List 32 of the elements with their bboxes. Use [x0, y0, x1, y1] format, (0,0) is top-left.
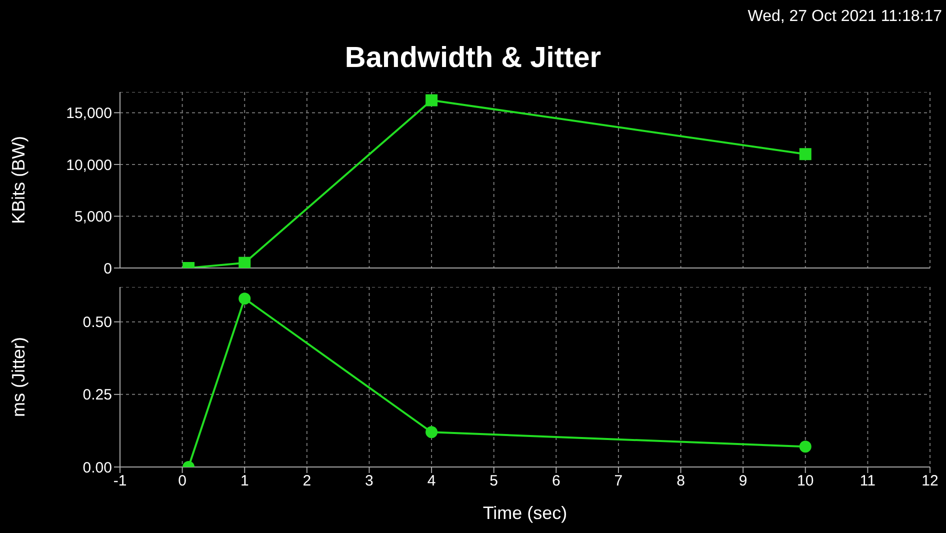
x-tick-label: 7	[614, 472, 623, 490]
chart-title: Bandwidth & Jitter	[344, 42, 602, 75]
x-axis-title: Time (sec)	[482, 503, 568, 523]
y-tick-label: 5,000	[74, 208, 112, 226]
y-tick-label: 0	[104, 260, 112, 278]
text: Wed, 27 Oct 2021 11:18:17	[748, 8, 942, 26]
y-axis-title: KBits (BW)	[8, 136, 28, 224]
x-tick-label: 11	[860, 472, 876, 490]
x-tick-label: 8	[676, 472, 685, 490]
x-tick-label: 10	[797, 472, 814, 490]
x-tick-label: 6	[552, 472, 560, 490]
y-tick-label: 0.00	[82, 459, 112, 476]
point	[426, 94, 438, 106]
point	[426, 426, 438, 438]
y-axis-title: ms (Jitter)	[8, 337, 28, 417]
x-tick-label: 9	[738, 472, 748, 490]
y-tick-label: 0.25	[82, 386, 112, 404]
y-tick-label: 15,000	[66, 105, 112, 122]
x-tick-label: 5	[490, 472, 498, 490]
point	[238, 256, 251, 268]
y-tick-label: 10,000	[66, 156, 112, 174]
point	[799, 148, 812, 160]
x-tick-label: 3	[365, 472, 374, 490]
point	[238, 292, 251, 305]
point	[799, 440, 812, 453]
x-tick-label: 12	[922, 472, 938, 490]
x-tick-label: -1	[113, 472, 127, 490]
y-tick-label: 0.50	[82, 314, 112, 332]
x-tick-label: 4	[427, 472, 436, 490]
x-tick-label: 1	[240, 472, 249, 490]
x-tick-label: 0	[178, 472, 186, 490]
x-tick-label: 2	[302, 472, 312, 490]
